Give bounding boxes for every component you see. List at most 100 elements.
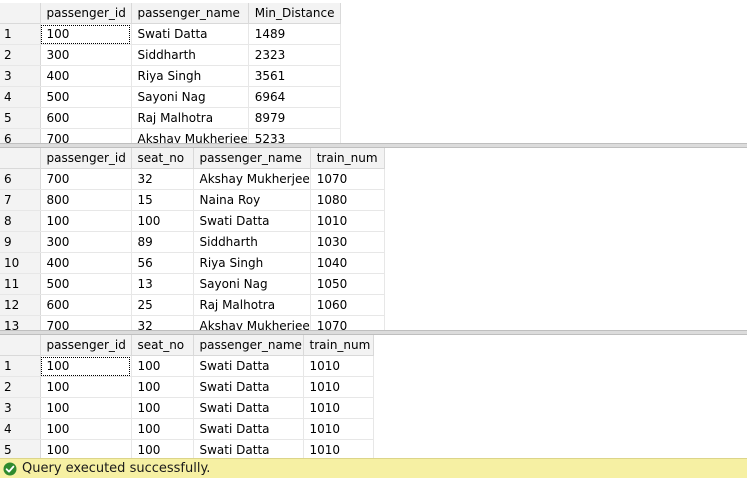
row-number[interactable]: 9 (0, 231, 41, 253)
table-cell[interactable]: 100 (40, 418, 132, 440)
column-header[interactable]: passenger_name (193, 335, 304, 356)
table-cell[interactable]: Akshay Mukherjee (193, 168, 311, 190)
table-cell[interactable]: Akshay Mukherjee (193, 315, 311, 330)
table-cell[interactable]: 1010 (303, 439, 374, 458)
column-header[interactable]: Min_Distance (248, 3, 341, 24)
table-cell[interactable]: Siddharth (131, 44, 249, 66)
table-cell[interactable]: 1060 (310, 294, 385, 316)
row-number[interactable]: 11 (0, 273, 41, 295)
column-header[interactable]: seat_no (131, 335, 194, 356)
table-cell[interactable]: 6964 (248, 86, 341, 108)
table-cell[interactable]: 100 (131, 355, 194, 377)
table-cell[interactable]: 1489 (248, 23, 341, 45)
table-cell[interactable]: Riya Singh (193, 252, 311, 274)
result-grid-1[interactable]: passenger_id passenger_name Min_Distance… (0, 3, 747, 143)
table-cell[interactable]: 1030 (310, 231, 385, 253)
row-number[interactable]: 5 (0, 107, 41, 129)
row-number[interactable]: 7 (0, 189, 41, 211)
table-cell[interactable]: 100 (40, 210, 132, 232)
select-all-corner[interactable] (0, 335, 41, 356)
table-cell[interactable]: 700 (40, 128, 132, 143)
table-cell[interactable]: 100 (40, 376, 132, 398)
table-cell[interactable]: 5233 (248, 128, 341, 143)
row-number[interactable]: 1 (0, 355, 41, 377)
table-cell[interactable]: 2323 (248, 44, 341, 66)
table-cell[interactable]: Riya Singh (131, 65, 249, 87)
table-cell[interactable]: 1070 (310, 168, 385, 190)
row-number[interactable]: 5 (0, 439, 41, 458)
table-cell[interactable]: 100 (131, 376, 194, 398)
table-cell[interactable]: Sayoni Nag (131, 86, 249, 108)
table-cell[interactable]: Sayoni Nag (193, 273, 311, 295)
table-cell[interactable]: 300 (40, 44, 132, 66)
table-cell[interactable]: 600 (40, 107, 132, 129)
grid-splitter-1[interactable] (0, 143, 747, 148)
table-cell[interactable]: 100 (40, 23, 132, 45)
result-grid-3[interactable]: passenger_id seat_no passenger_name trai… (0, 335, 747, 458)
row-number[interactable]: 3 (0, 65, 41, 87)
row-number[interactable]: 2 (0, 376, 41, 398)
row-number[interactable]: 4 (0, 418, 41, 440)
row-number[interactable]: 1 (0, 23, 41, 45)
table-cell[interactable]: Naina Roy (193, 189, 311, 211)
row-number[interactable]: 6 (0, 128, 41, 143)
table-cell[interactable]: 100 (131, 210, 194, 232)
table-cell[interactable]: 100 (131, 397, 194, 419)
column-header[interactable]: passenger_id (40, 148, 132, 169)
row-number[interactable]: 10 (0, 252, 41, 274)
table-cell[interactable]: 700 (40, 315, 132, 330)
table-cell[interactable]: 1010 (303, 355, 374, 377)
table-cell[interactable]: Swati Datta (193, 355, 304, 377)
table-cell[interactable]: 32 (131, 168, 194, 190)
table-cell[interactable]: 1040 (310, 252, 385, 274)
table-cell[interactable]: Swati Datta (193, 439, 304, 458)
table-cell[interactable]: 400 (40, 252, 132, 274)
column-header[interactable]: passenger_name (193, 148, 311, 169)
table-cell[interactable]: 600 (40, 294, 132, 316)
table-cell[interactable]: 100 (131, 439, 194, 458)
table-cell[interactable]: 1010 (303, 376, 374, 398)
table-cell[interactable]: Raj Malhotra (193, 294, 311, 316)
table-cell[interactable]: 1010 (303, 418, 374, 440)
row-number[interactable]: 12 (0, 294, 41, 316)
table-cell[interactable]: Swati Datta (193, 418, 304, 440)
table-cell[interactable]: 13 (131, 273, 194, 295)
table-cell[interactable]: 400 (40, 65, 132, 87)
table-cell[interactable]: 100 (40, 397, 132, 419)
table-cell[interactable]: 500 (40, 86, 132, 108)
table-cell[interactable]: 1010 (310, 210, 385, 232)
table-cell[interactable]: 700 (40, 168, 132, 190)
table-cell[interactable]: Swati Datta (193, 397, 304, 419)
table-cell[interactable]: 100 (40, 439, 132, 458)
select-all-corner[interactable] (0, 3, 41, 24)
table-cell[interactable]: Siddharth (193, 231, 311, 253)
column-header[interactable]: passenger_name (131, 3, 249, 24)
table-cell[interactable]: Raj Malhotra (131, 107, 249, 129)
table-cell[interactable]: 15 (131, 189, 194, 211)
table-cell[interactable]: 500 (40, 273, 132, 295)
table-cell[interactable]: 100 (131, 418, 194, 440)
table-cell[interactable]: 1070 (310, 315, 385, 330)
column-header[interactable]: seat_no (131, 148, 194, 169)
select-all-corner[interactable] (0, 148, 41, 169)
table-cell[interactable]: Akshay Mukherjee (131, 128, 249, 143)
table-cell[interactable]: Swati Datta (193, 376, 304, 398)
table-cell[interactable]: 100 (40, 355, 132, 377)
row-number[interactable]: 3 (0, 397, 41, 419)
table-cell[interactable]: Swati Datta (131, 23, 249, 45)
row-number[interactable]: 8 (0, 210, 41, 232)
table-cell[interactable]: 300 (40, 231, 132, 253)
table-cell[interactable]: 1010 (303, 397, 374, 419)
table-cell[interactable]: 1050 (310, 273, 385, 295)
table-cell[interactable]: 32 (131, 315, 194, 330)
table-cell[interactable]: 56 (131, 252, 194, 274)
table-cell[interactable]: 1080 (310, 189, 385, 211)
row-number[interactable]: 2 (0, 44, 41, 66)
row-number[interactable]: 6 (0, 168, 41, 190)
result-grid-2[interactable]: passenger_id seat_no passenger_name trai… (0, 148, 747, 330)
column-header[interactable]: passenger_id (40, 335, 132, 356)
table-cell[interactable]: 800 (40, 189, 132, 211)
column-header[interactable]: passenger_id (40, 3, 132, 24)
row-number[interactable]: 4 (0, 86, 41, 108)
column-header[interactable]: train_num (303, 335, 374, 356)
